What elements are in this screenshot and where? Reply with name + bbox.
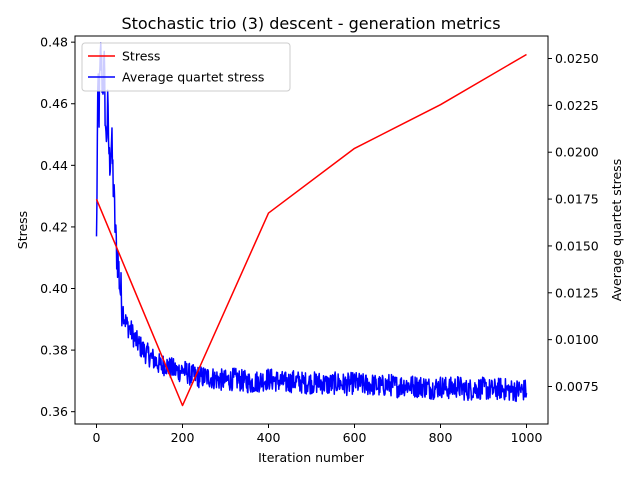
y2-tick-label: 0.0250 (555, 51, 599, 66)
y2-tick-label: 0.0100 (555, 332, 599, 347)
y2-tick-label: 0.0200 (555, 145, 599, 160)
y2-axis-label: Average quartet stress (609, 159, 624, 301)
y-tick-label: 0.36 (40, 404, 68, 419)
y-axis-left: 0.36 0.38 0.40 0.42 0.44 0.46 0.48 (40, 35, 75, 419)
x-tick-label: 800 (429, 430, 453, 445)
legend: Stress Average quartet stress (81, 42, 291, 92)
x-tick-label: 0 (93, 430, 101, 445)
series-group (95, 42, 528, 407)
plot-area (95, 42, 528, 407)
x-tick-label: 600 (343, 430, 367, 445)
y2-tick-label: 0.0150 (555, 238, 599, 253)
legend-label-average-quartet-stress: Average quartet stress (122, 70, 264, 85)
x-axis: 0 200 400 600 800 1000 (93, 424, 543, 445)
y-axis-label: Stress (15, 211, 30, 249)
legend-label-stress: Stress (122, 49, 160, 64)
x-axis-label: Iteration number (258, 450, 365, 465)
y2-tick-label: 0.0225 (555, 98, 599, 113)
y-tick-label: 0.48 (40, 35, 68, 50)
y-tick-label: 0.42 (40, 219, 68, 234)
chart-title: Stochastic trio (3) descent - generation… (121, 14, 500, 33)
x-tick-label: 200 (171, 430, 195, 445)
legend-box (81, 42, 291, 92)
y-tick-label: 0.46 (40, 96, 68, 111)
y-axis-right: 0.0075 0.0100 0.0125 0.0150 0.0175 0.0200 0.02… (548, 51, 599, 394)
series-line-stress (95, 53, 527, 407)
y-tick-label: 0.40 (40, 281, 68, 296)
y-tick-label: 0.38 (40, 343, 68, 358)
y2-tick-label: 0.0075 (555, 379, 599, 394)
y2-tick-label: 0.0125 (555, 285, 599, 300)
axes-frame (74, 35, 549, 425)
y2-tick-label: 0.0175 (555, 192, 599, 207)
x-tick-label: 400 (257, 430, 281, 445)
y-tick-label: 0.44 (40, 158, 68, 173)
x-tick-label: 1000 (511, 430, 543, 445)
series-line-average-quartet-stress (95, 42, 528, 403)
